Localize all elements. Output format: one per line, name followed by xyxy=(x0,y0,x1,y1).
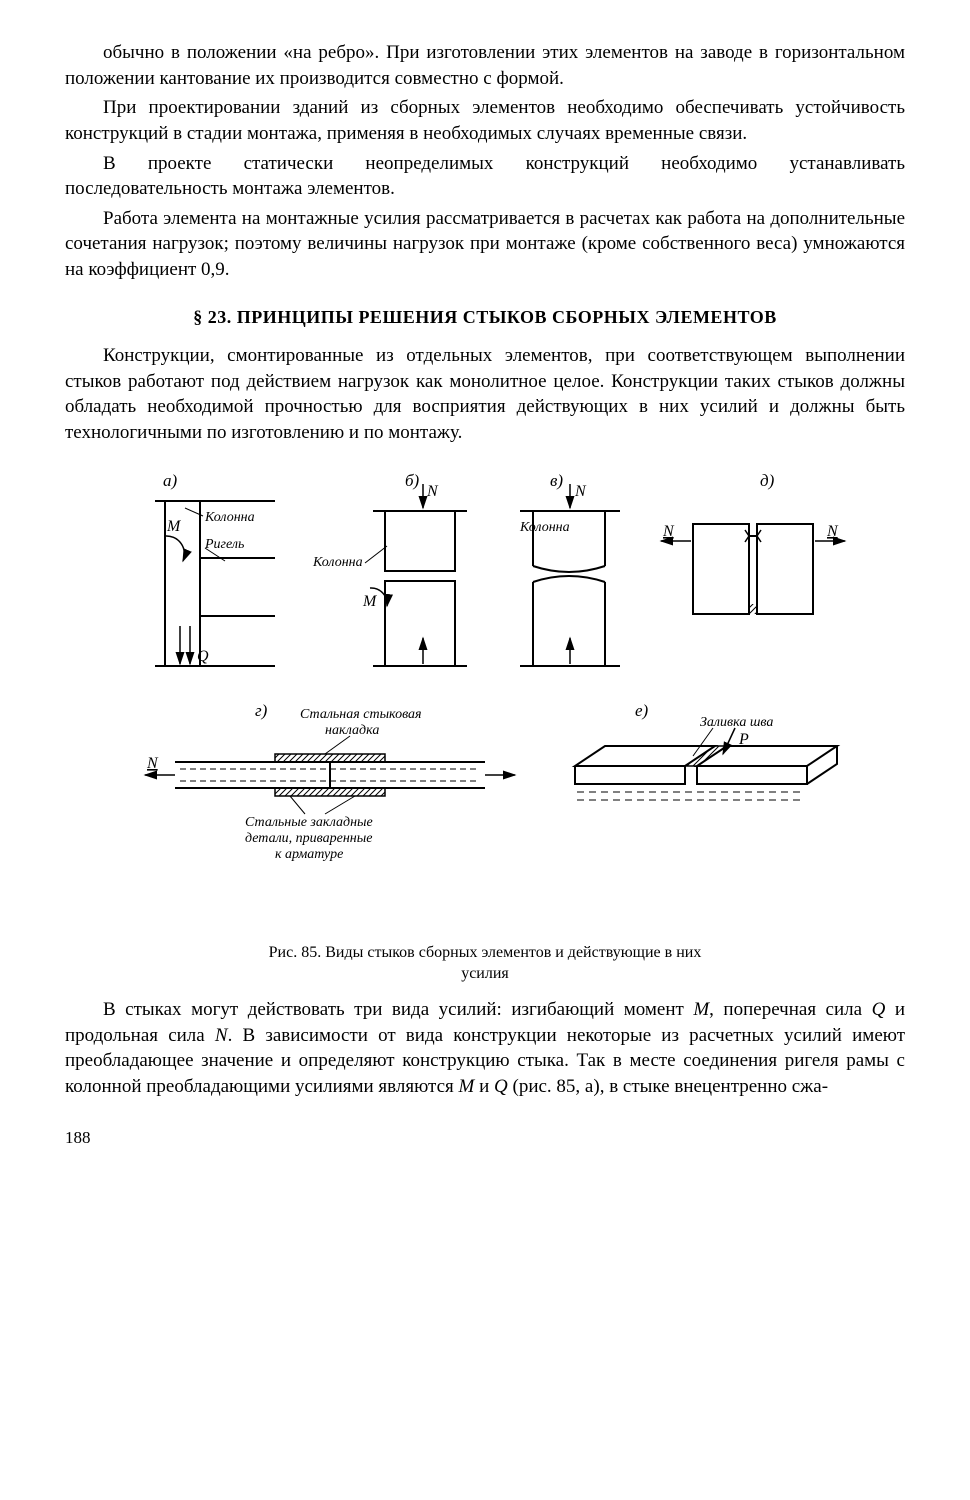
text: В стыках могут действовать три вида усил… xyxy=(103,999,693,1020)
text: , поперечная сила xyxy=(709,999,871,1020)
var-M2: М xyxy=(459,1076,475,1097)
paragraph: обычно в положении «на ребро». При изгот… xyxy=(65,40,905,91)
label-N-d2: N xyxy=(826,523,839,540)
caption-line2: усилия xyxy=(461,965,509,982)
var-N: N xyxy=(215,1025,228,1046)
label-nakl1: Стальная стыковая xyxy=(300,707,422,722)
label-kolonna-v: Колонна xyxy=(519,520,570,535)
label-a: а) xyxy=(163,471,178,490)
label-kolonna-b: Колонна xyxy=(312,555,363,570)
label-M-b: М xyxy=(362,593,378,610)
label-g: г) xyxy=(255,701,268,720)
label-nakl2: накладка xyxy=(325,723,379,738)
label-N-b: N xyxy=(426,483,439,500)
caption-line1: Рис. 85. Виды стыков сборных элементов и… xyxy=(269,944,702,961)
paragraph: В стыках могут действовать три вида усил… xyxy=(65,997,905,1100)
section-title: § 23. ПРИНЦИПЫ РЕШЕНИЯ СТЫКОВ СБОРНЫХ ЭЛ… xyxy=(65,305,905,329)
label-zakl2: детали, приваренные xyxy=(245,831,372,846)
figure-svg: а) М Q Колонна Ригель б) N xyxy=(105,466,865,926)
figure-85: а) М Q Колонна Ригель б) N xyxy=(65,466,905,985)
paragraph: В проекте статически неопределимых конст… xyxy=(65,151,905,202)
var-Q2: Q xyxy=(494,1076,508,1097)
label-Q-a: Q xyxy=(197,648,209,665)
page-number: 188 xyxy=(65,1127,905,1150)
label-N-v: N xyxy=(574,483,587,500)
label-P: P xyxy=(738,731,749,748)
label-rigel-a: Ригель xyxy=(204,537,244,552)
label-v: в) xyxy=(550,471,563,490)
text: (рис. 85, а), в стыке внецентренно сжа- xyxy=(508,1076,828,1097)
paragraph: Конструкции, смонтированные из отдельных… xyxy=(65,343,905,446)
paragraph: Работа элемента на монтажные усилия расс… xyxy=(65,206,905,283)
label-zakl1: Стальные закладные xyxy=(245,815,373,830)
label-M-a: М xyxy=(166,518,182,535)
label-zakl3: к арматуре xyxy=(275,847,343,862)
label-d: д) xyxy=(760,471,775,490)
figure-caption: Рис. 85. Виды стыков сборных элементов и… xyxy=(65,943,905,985)
var-M: М xyxy=(693,999,709,1020)
var-Q: Q xyxy=(872,999,886,1020)
label-e: е) xyxy=(635,701,649,720)
paragraph: При проектировании зданий из сборных эле… xyxy=(65,95,905,146)
text: и xyxy=(474,1076,494,1097)
label-b: б) xyxy=(405,471,420,490)
label-zalivka: Заливка шва xyxy=(700,715,773,730)
label-N-d1: N xyxy=(662,523,675,540)
label-N-g: N xyxy=(146,755,159,772)
label-kolonna-a: Колонна xyxy=(204,510,255,525)
